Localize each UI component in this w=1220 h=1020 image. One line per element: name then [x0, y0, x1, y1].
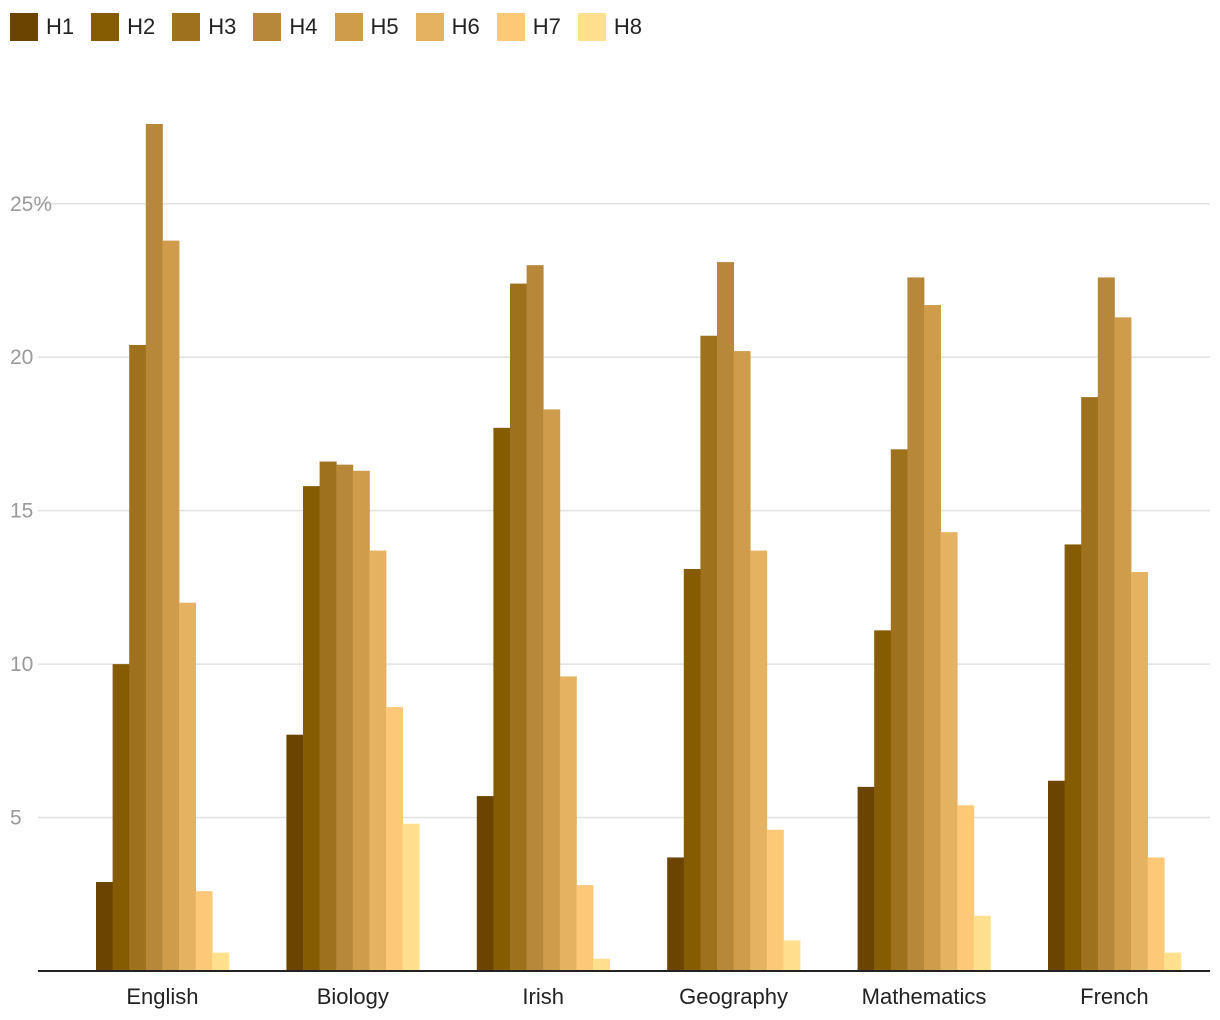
- bar-french-h7: [1147, 857, 1165, 971]
- bar-english-h6: [179, 602, 196, 971]
- legend-swatch: [91, 13, 120, 41]
- legend-item-h5: H5: [334, 13, 399, 41]
- legend-item-h8: H8: [577, 13, 642, 41]
- legend-item-h1: H1: [10, 13, 74, 41]
- x-category-label: Irish: [522, 984, 564, 1009]
- legend-label: H1: [46, 14, 75, 39]
- bar-french-h2: [1064, 544, 1082, 971]
- legend-swatch: [577, 13, 606, 41]
- bar-french-h8: [1164, 952, 1182, 971]
- bar-french-h6: [1131, 572, 1148, 971]
- bar-mathematics-h1: [857, 786, 875, 971]
- y-tick-label: 10: [10, 653, 33, 676]
- legend-swatch: [10, 13, 38, 41]
- bar-french-h5: [1114, 317, 1132, 972]
- legend-item-h7: H7: [496, 13, 561, 41]
- bar-irish-h4: [526, 265, 544, 972]
- x-category-label: Mathematics: [862, 984, 987, 1009]
- bar-geography-h1: [667, 857, 685, 971]
- bar-geography-h7: [766, 829, 784, 971]
- bar-geography-h2: [683, 568, 701, 971]
- legend-label: H3: [208, 14, 237, 39]
- legend-label: H4: [289, 14, 318, 39]
- legend-label: H2: [127, 14, 156, 39]
- bar-english-h1: [96, 882, 113, 971]
- bar-biology-h3: [319, 461, 337, 971]
- bar-biology-h7: [386, 707, 403, 971]
- bar-mathematics-h3: [890, 449, 908, 971]
- bar-french-h4: [1097, 277, 1115, 971]
- legend-label: H8: [613, 14, 642, 39]
- x-category-label: Biology: [317, 984, 389, 1009]
- bar-biology-h8: [402, 823, 420, 971]
- legend-label: H6: [451, 14, 480, 39]
- bar-english-h2: [112, 664, 130, 971]
- legend-label: H7: [532, 14, 561, 39]
- legend-item-h6: H6: [415, 13, 480, 41]
- bar-english-h3: [129, 344, 147, 971]
- bar-biology-h6: [369, 550, 387, 971]
- legend-swatch: [496, 13, 525, 41]
- legend-swatch: [334, 13, 363, 41]
- y-tick-label: 25%: [10, 193, 52, 216]
- x-category-label: Geography: [679, 984, 788, 1009]
- bar-english-h8: [212, 952, 230, 971]
- bar-irish-h3: [510, 283, 527, 971]
- bar-geography-h4: [717, 262, 734, 971]
- bar-mathematics-h4: [907, 277, 925, 971]
- bar-mathematics-h7: [957, 805, 975, 971]
- bar-biology-h2: [303, 486, 320, 971]
- legend-swatch: [415, 13, 444, 41]
- bar-irish-h7: [576, 885, 594, 971]
- bar-biology-h1: [286, 734, 304, 971]
- bar-mathematics-h5: [924, 305, 941, 971]
- legend-label: H5: [370, 14, 399, 39]
- bar-mathematics-h8: [973, 915, 991, 971]
- legend-item-h4: H4: [253, 13, 318, 41]
- bar-geography-h5: [733, 351, 751, 971]
- bar-biology-h5: [352, 470, 370, 971]
- bar-geography-h3: [700, 335, 718, 971]
- y-tick-label: 20: [10, 346, 33, 369]
- x-category-label: French: [1080, 984, 1148, 1009]
- y-tick-label: 15: [10, 500, 33, 523]
- bar-mathematics-h2: [874, 630, 892, 971]
- bar-french-h3: [1081, 397, 1099, 971]
- legend-item-h3: H3: [172, 13, 236, 41]
- bar-irish-h8: [593, 958, 610, 971]
- bar-geography-h6: [750, 550, 768, 971]
- bar-english-h4: [145, 124, 163, 971]
- chart-legend: H1 H2 H3 H4 H5 H6 H7 H8: [10, 12, 659, 42]
- bar-english-h7: [195, 891, 213, 971]
- bar-english-h5: [162, 240, 180, 971]
- bar-mathematics-h6: [940, 532, 958, 971]
- legend-swatch: [253, 13, 282, 41]
- bar-irish-h5: [543, 409, 561, 971]
- x-category-label: English: [126, 984, 198, 1009]
- bar-french-h1: [1048, 780, 1065, 971]
- bar-irish-h6: [559, 676, 577, 971]
- bar-irish-h1: [476, 796, 494, 971]
- bar-irish-h2: [493, 427, 511, 972]
- legend-swatch: [172, 13, 201, 41]
- legend-item-h2: H2: [91, 13, 155, 41]
- bar-geography-h8: [783, 940, 801, 971]
- bar-biology-h4: [336, 464, 354, 971]
- y-tick-label: 5: [10, 807, 22, 830]
